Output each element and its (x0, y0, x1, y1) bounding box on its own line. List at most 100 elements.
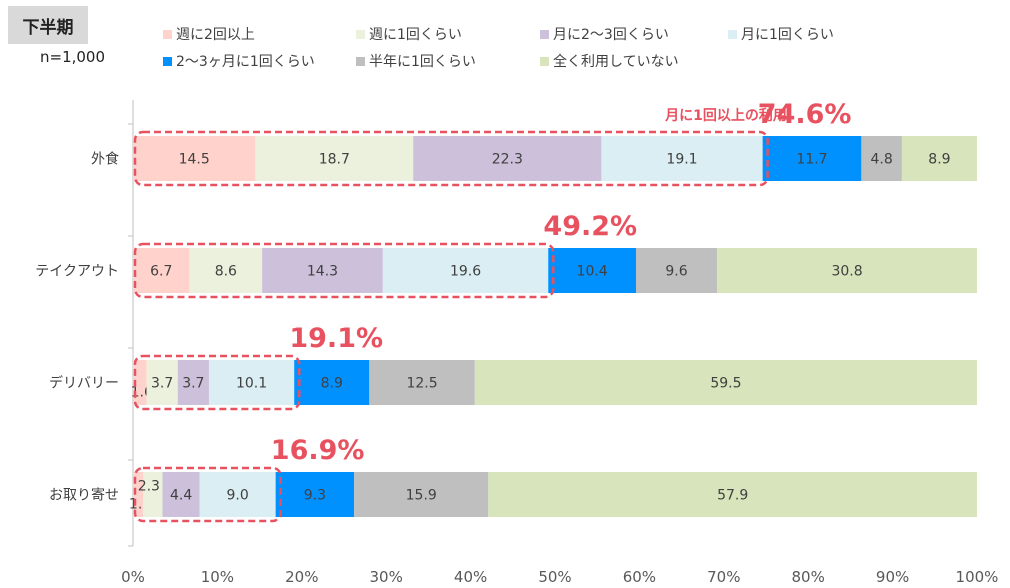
data-label: 9.3 (304, 488, 326, 504)
data-label: 9.0 (227, 488, 249, 504)
legend-swatch (163, 29, 172, 39)
bar-segment (762, 136, 862, 181)
x-tick-label: 60% (623, 568, 656, 586)
data-label: 19.1 (666, 152, 697, 168)
bar-segment (901, 136, 977, 181)
bar-segment (474, 360, 977, 405)
bar-segment (262, 248, 383, 293)
x-tick-label: 20% (285, 568, 318, 586)
legend-label: 全く利用していない (553, 54, 679, 70)
bar-segment (294, 360, 370, 405)
data-label: 59.5 (710, 376, 741, 392)
legend-swatch (540, 29, 549, 39)
data-label: 8.9 (321, 376, 343, 392)
x-tick-label: 90% (876, 568, 909, 586)
legend-label: 週に1回くらい (369, 27, 462, 43)
data-label: 6.7 (150, 264, 172, 280)
bar-segment (717, 248, 977, 293)
bar-segment (133, 248, 190, 293)
highlight-box (133, 242, 555, 299)
data-label: 14.3 (307, 264, 338, 280)
legend-item: 2～3ヶ月に1回くらい (163, 51, 315, 71)
x-tick-label: 10% (201, 568, 234, 586)
bar-segment (548, 248, 637, 293)
legend-swatch (356, 56, 365, 66)
bar-segment (143, 472, 163, 517)
x-tick-label: 40% (454, 568, 487, 586)
monthly-usage-percent: 49.2% (543, 211, 637, 242)
bar-segment (133, 472, 144, 517)
data-label: 10.4 (577, 264, 608, 280)
bar-segment (133, 360, 147, 405)
x-tick-label: 0% (121, 568, 145, 586)
highlight-box (133, 130, 769, 187)
legend-item: 半年に1回くらい (356, 51, 476, 71)
x-tick-label: 100% (956, 568, 999, 586)
bar-segment (199, 472, 276, 517)
data-label: 19.6 (450, 264, 481, 280)
legend-label: 月に1回くらい (741, 27, 834, 43)
bar-segment (382, 248, 549, 293)
legend-label: 月に2～3回くらい (553, 27, 669, 43)
monthly-usage-percent: 19.1% (289, 323, 383, 354)
highlight-box (133, 466, 282, 523)
legend-item: 週に1回くらい (356, 24, 462, 44)
legend-swatch (540, 56, 549, 66)
monthly-usage-percent: 16.9% (271, 435, 365, 466)
legend-swatch (163, 56, 172, 66)
highlight-title: 月に1回以上の利用 (664, 107, 787, 124)
period-tag: 下半期 (8, 6, 88, 44)
legend-item: 全く利用していない (540, 51, 679, 71)
data-label: 8.6 (215, 264, 237, 280)
bar-segment (133, 136, 256, 181)
bar-segment (208, 360, 295, 405)
data-label: 57.9 (717, 488, 748, 504)
data-label: 9.6 (665, 264, 687, 280)
bar-segment (601, 136, 763, 181)
bar-segment (146, 360, 178, 405)
legend-label: 2～3ヶ月に1回くらい (176, 54, 315, 70)
legend-item: 月に2～3回くらい (540, 24, 669, 44)
x-tick-label: 80% (792, 568, 825, 586)
data-label: 2.3 (138, 479, 160, 495)
bar-segment (354, 472, 489, 517)
data-label: 15.9 (406, 488, 437, 504)
data-label: 11.7 (796, 152, 827, 168)
category-label: お取り寄せ (49, 487, 119, 504)
legend-label: 半年に1回くらい (369, 54, 476, 70)
legend-swatch (356, 29, 365, 39)
bar-segment (162, 472, 200, 517)
data-label: 4.4 (170, 488, 192, 504)
bar-segment (636, 248, 718, 293)
category-label: テイクアウト (35, 264, 119, 280)
monthly-usage-percent: 74.6% (758, 99, 852, 130)
bar-segment (177, 360, 209, 405)
data-label: 12.5 (406, 376, 437, 392)
data-label: 4.8 (870, 152, 892, 168)
data-label: 3.7 (182, 376, 204, 392)
category-label: デリバリー (49, 375, 119, 392)
data-label: 22.3 (492, 152, 523, 168)
data-label: 14.5 (179, 152, 210, 168)
bar-segment (861, 136, 902, 181)
highlight-box (133, 354, 301, 411)
category-label: 外食 (91, 151, 119, 168)
legend-swatch (728, 29, 737, 39)
x-tick-label: 50% (538, 568, 571, 586)
bar-segment (413, 136, 602, 181)
legend-label: 週に2回以上 (176, 27, 255, 43)
bar-segment (369, 360, 475, 405)
data-label: 18.7 (319, 152, 350, 168)
bar-segment (255, 136, 414, 181)
legend-item: 週に2回以上 (163, 24, 255, 44)
bar-segment (275, 472, 355, 517)
legend-item: 月に1回くらい (728, 24, 834, 44)
data-label: 30.8 (831, 264, 862, 280)
period-label: 下半期 (22, 17, 74, 38)
bar-segment (488, 472, 977, 517)
x-tick-label: 70% (707, 568, 740, 586)
sample-size-label: n=1,000 (40, 48, 106, 66)
data-label: 8.9 (928, 152, 950, 168)
data-label: 3.7 (151, 376, 173, 392)
